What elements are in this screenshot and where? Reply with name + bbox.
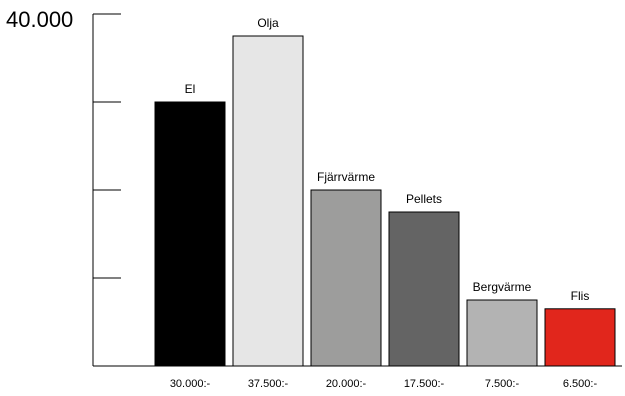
- bar-category-label-1: Olja: [257, 16, 279, 30]
- bar-5: [544, 308, 616, 367]
- bar-value-label-3: 17.500:-: [404, 378, 445, 390]
- bar-value-label-1: 37.500:-: [248, 378, 289, 390]
- bar-group-2: Fjärrvärme 20.000:-: [310, 170, 382, 390]
- bar-group-1: Olja 37.500:-: [232, 16, 304, 390]
- bar-category-label-5: Flis: [571, 289, 590, 303]
- bar-category-label-4: Bergvärme: [473, 280, 532, 294]
- bar-category-label-3: Pellets: [406, 192, 442, 206]
- bar-group-3: Pellets 17.500:-: [388, 192, 460, 390]
- bar-value-label-0: 30.000:-: [170, 378, 211, 390]
- bar-category-label-2: Fjärrvärme: [317, 170, 375, 184]
- bars-group: El 30.000:- Olja 37.500:- Fjärrvärme 20.000:-…: [154, 16, 616, 390]
- y-axis-max-label: 40.000: [6, 7, 73, 32]
- bar-3: [388, 211, 460, 367]
- bar-value-label-4: 7.500:-: [485, 378, 520, 390]
- bar-2: [310, 189, 382, 367]
- bar-value-label-2: 20.000:-: [326, 378, 367, 390]
- bar-1: [232, 35, 304, 367]
- bar-group-4: Bergvärme 7.500:-: [466, 280, 538, 390]
- bar-group-5: Flis 6.500:-: [544, 289, 616, 390]
- bar-value-label-5: 6.500:-: [563, 378, 598, 390]
- bar-group-0: El 30.000:-: [154, 82, 226, 390]
- bar-category-label-0: El: [185, 82, 196, 96]
- y-axis-ticks: [93, 13, 121, 367]
- bar-0: [154, 101, 226, 367]
- bar-4: [466, 299, 538, 367]
